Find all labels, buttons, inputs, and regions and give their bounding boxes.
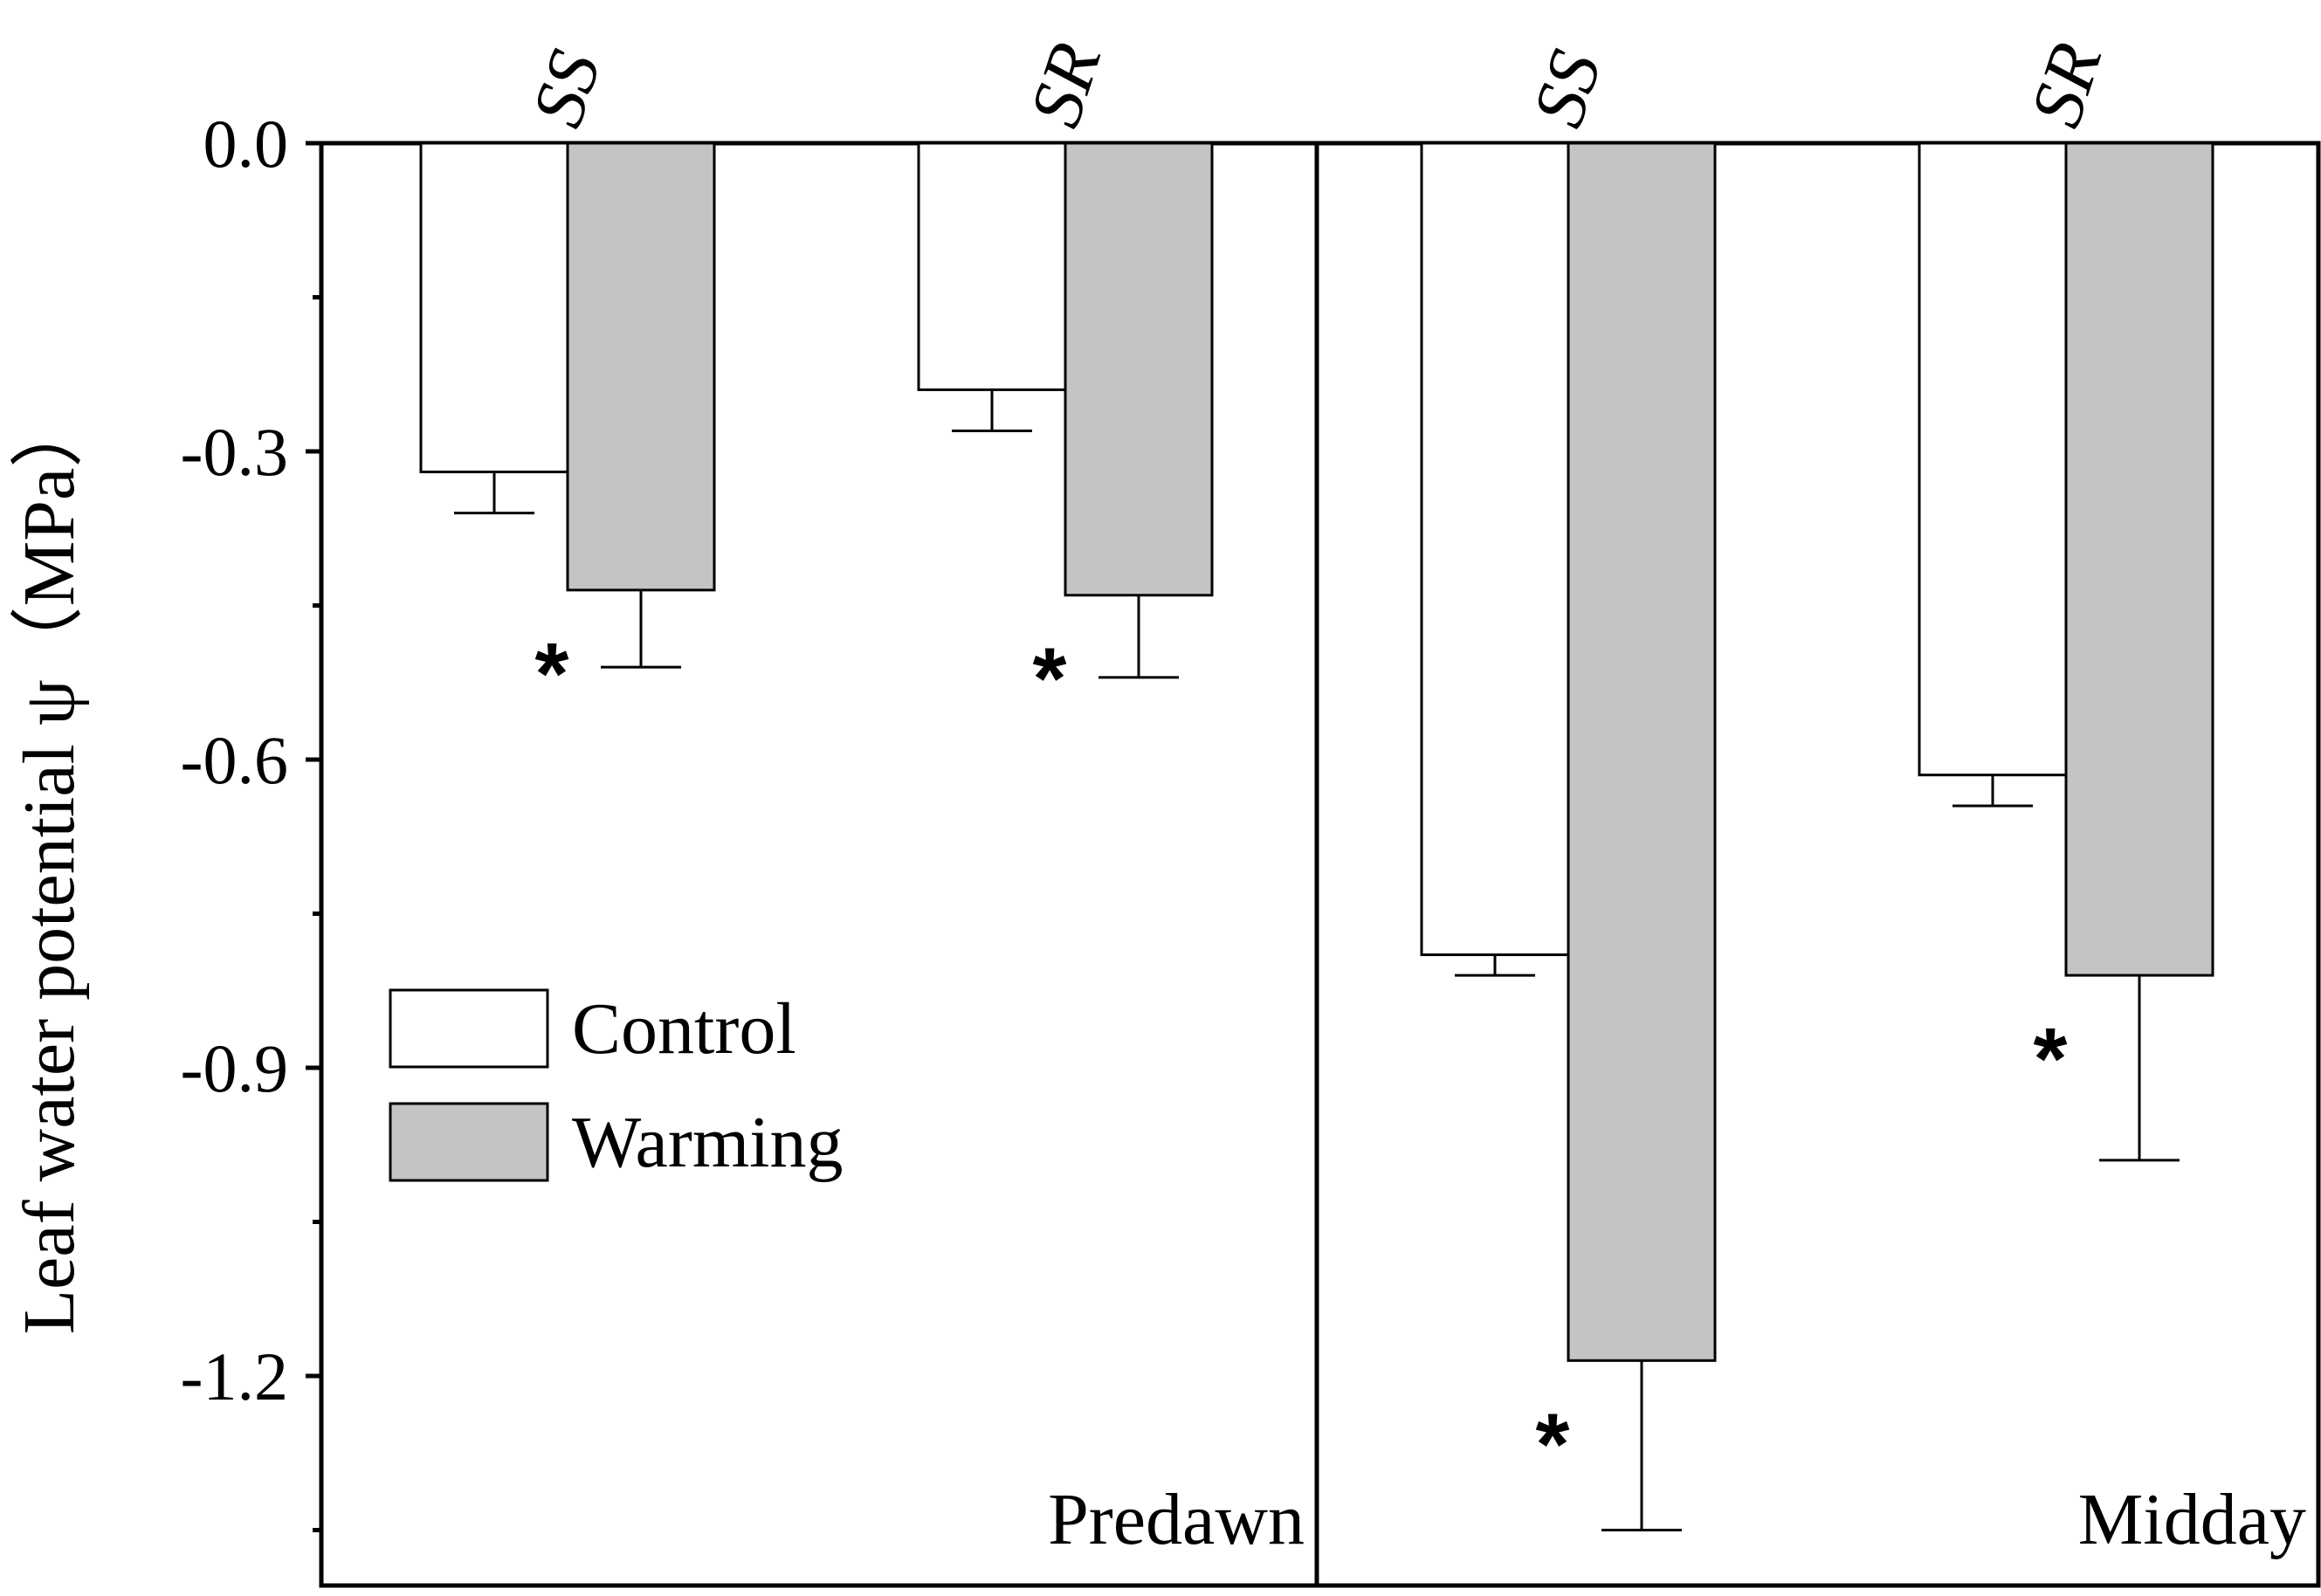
significance-marker: * (1536, 1395, 1570, 1493)
y-tick-label: -1.2 (181, 1338, 288, 1414)
bar-control (419, 141, 569, 474)
y-tick-label: 0.0 (203, 106, 289, 182)
legend-label: Control (572, 988, 796, 1070)
bar-warming (566, 141, 716, 592)
bar-control (917, 141, 1067, 391)
y-tick-label: -0.3 (181, 414, 288, 490)
significance-marker: * (1033, 630, 1067, 728)
y-tick-label: -0.6 (181, 722, 288, 798)
legend-swatch (389, 1102, 549, 1182)
legend-label: Warming (572, 1102, 844, 1183)
group-label: SS (1518, 41, 1617, 136)
panel-label: Midday (2078, 1479, 2306, 1560)
significance-marker: * (2034, 1010, 2068, 1108)
bar-control (1918, 141, 2068, 777)
panel-label: Predawn (1048, 1479, 1305, 1560)
bar-warming (1064, 141, 1214, 597)
y-tick-label: -0.9 (181, 1030, 288, 1106)
group-label: SR (2015, 33, 2118, 135)
significance-marker: * (535, 625, 569, 723)
group-label: SR (1015, 33, 1117, 135)
plot-frame (319, 141, 2321, 1588)
bar-warming (2064, 141, 2214, 977)
group-label: SS (517, 41, 616, 136)
bar-warming (1567, 141, 1717, 1362)
legend-swatch (389, 988, 549, 1069)
y-axis-title: Leaf water potential ψ（MPa） (9, 395, 90, 1335)
bar-control (1420, 141, 1570, 957)
